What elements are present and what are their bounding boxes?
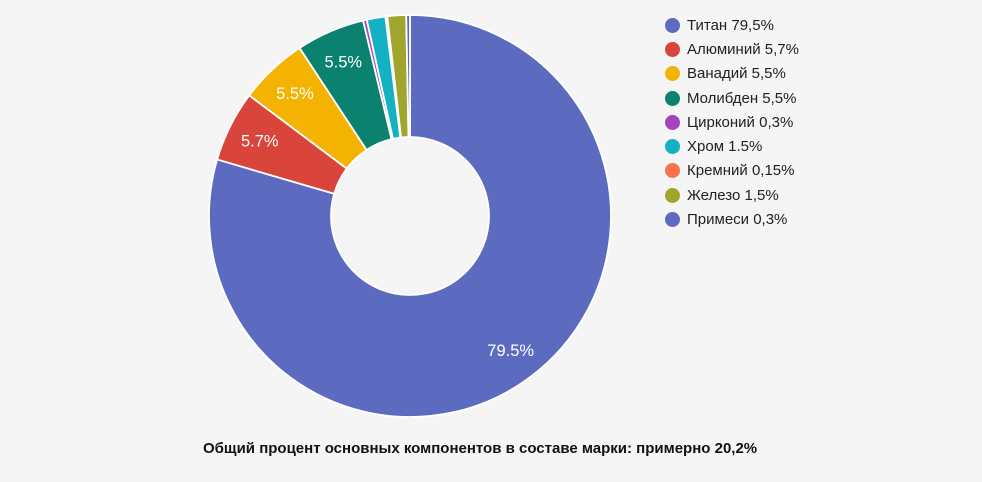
legend-item-zirconium: Цирконий 0,3% [665, 110, 799, 134]
slice-label-aluminum: 5.7% [241, 132, 279, 150]
legend-item-titanium: Титан 79,5% [665, 13, 799, 37]
legend-item-aluminum: Алюминий 5,7% [665, 37, 799, 61]
legend-label: Хром 1.5% [687, 138, 763, 156]
legend-item-vanadium: Ванадий 5,5% [665, 62, 799, 86]
legend-swatch-icon [665, 212, 680, 228]
legend-item-silicon: Кремний 0,15% [665, 159, 799, 183]
legend-item-chromium: Хром 1.5% [665, 134, 799, 158]
chart-caption: Общий процент основных компонентов в сос… [203, 440, 758, 457]
legend-item-molybdenum: Молибден 5,5% [665, 86, 799, 110]
legend-swatch-icon [665, 163, 680, 179]
legend-label: Молибден 5,5% [687, 89, 797, 107]
chart-legend: Титан 79,5% Алюминий 5,7% Ванадий 5,5% Моли… [665, 13, 799, 232]
legend-item-impurities: Примеси 0,3% [665, 207, 799, 231]
legend-swatch-icon [665, 139, 680, 155]
legend-label: Титан 79,5% [687, 16, 774, 34]
slice-label-molybdenum: 5.5% [324, 53, 362, 71]
legend-swatch-icon [665, 90, 680, 106]
slice-label-titanium: 79.5% [487, 342, 534, 360]
legend-swatch-icon [665, 66, 680, 82]
legend-swatch-icon [665, 17, 680, 33]
legend-item-iron: Железо 1,5% [665, 183, 799, 207]
donut-slice-labels: 79.5% 5.7% 5.5% 5.5% [241, 53, 534, 360]
pie-slice-titanium [208, 14, 612, 418]
donut-slices [208, 14, 612, 418]
legend-label: Ванадий 5,5% [687, 65, 786, 83]
legend-label: Алюминий 5,7% [687, 40, 799, 58]
legend-label: Железо 1,5% [687, 186, 779, 204]
legend-swatch-icon [665, 187, 680, 203]
legend-label: Цирконий 0,3% [687, 113, 794, 131]
legend-swatch-icon [665, 41, 680, 57]
legend-label: Примеси 0,3% [687, 211, 788, 229]
slice-label-vanadium: 5.5% [276, 85, 314, 103]
legend-swatch-icon [665, 114, 680, 130]
pie-slice-impurities [405, 14, 411, 138]
legend-label: Кремний 0,15% [687, 162, 795, 180]
